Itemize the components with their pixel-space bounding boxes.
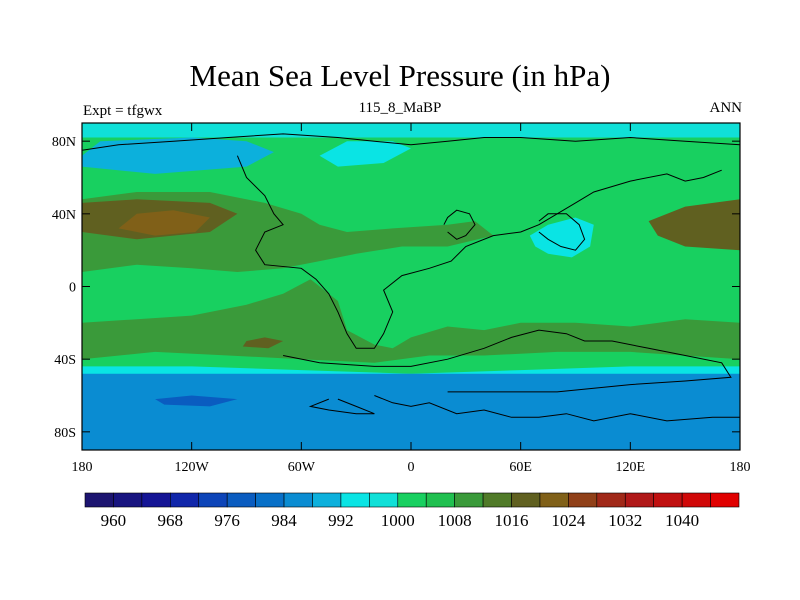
colorbar-swatch [283,492,313,508]
chart-title: Mean Sea Level Pressure (in hPa) [189,58,611,93]
colorbar-label: 1040 [665,511,699,530]
colorbar-swatch [624,492,654,508]
colorbar-swatch [369,492,399,508]
colorbar-swatch [596,492,626,508]
colorbar-swatch [141,492,171,508]
y-tick-label: 40N [52,208,76,223]
coast-antarctic [374,395,740,422]
y-tick-label: 40S [54,353,76,368]
colorbar-swatch [170,492,200,508]
x-tick-label: 180 [730,460,751,475]
x-tick-label: 180 [72,460,93,475]
x-tick-label: 0 [408,460,415,475]
region-north-pacific-low [82,137,274,174]
colorbar-swatch [113,492,143,508]
region-north-pacific-high-core [118,210,210,236]
region-east-pacific-high [648,199,740,251]
colorbar-label: 1032 [608,511,642,530]
x-tick-label: 60W [288,460,316,475]
colorbar-swatch [539,492,569,508]
region-deep-low-core [155,395,238,407]
coast-tethys [443,209,476,240]
colorbar-label: 1000 [381,511,415,530]
colorbar-label: 1008 [438,511,472,530]
colorbar-swatch [198,492,228,508]
colorbar-swatch [84,492,114,508]
colorbar-swatch [397,492,427,508]
axes: 180 120W 60W 0 60E 120E 180 80N 40N 0 40S 80S [52,123,751,475]
colorbar-label: 1016 [495,511,529,530]
region-north-atlantic-low [319,141,411,167]
period-label: 115_8_MaBP [358,100,442,116]
region-south-pacific-high-core [242,337,284,349]
colorbar-swatch [425,492,455,508]
pressure-field [82,123,740,450]
colorbar-swatch [511,492,541,508]
colorbar-label: 976 [214,511,240,530]
colorbar-swatch [340,492,370,508]
colorbar-swatch [482,492,512,508]
colorbar: 960 968 976 984 992 1000 1008 1016 1024 1032 1040 [84,492,740,530]
colorbar-swatch [568,492,598,508]
colorbar-label: 960 [101,511,127,530]
x-tick-label: 120W [175,460,210,475]
coast-eastern-bay [538,213,586,251]
season-label: ANN [709,100,743,116]
colorbar-swatch [653,492,683,508]
colorbar-label: 992 [328,511,354,530]
colorbar-swatch [710,492,740,508]
y-tick-label: 80S [54,426,76,441]
experiment-label: Expt = tfgwx [83,103,163,119]
coast-supercontinent-west [236,155,722,349]
coastlines [82,133,740,422]
colorbar-swatch [454,492,484,508]
colorbar-swatch [226,492,256,508]
colorbar-swatch [312,492,342,508]
colorbar-label: 984 [271,511,297,530]
region-antarctic-band [82,373,740,450]
colorbar-label: 968 [158,511,184,530]
y-tick-label: 0 [69,281,76,296]
coast-south [283,329,732,393]
coast-north [82,133,740,151]
x-tick-label: 120E [616,460,646,475]
colorbar-label: 1024 [551,511,586,530]
x-tick-label: 60E [509,460,532,475]
colorbar-swatch [255,492,285,508]
y-tick-label: 80N [52,135,76,150]
colorbar-swatch [681,492,711,508]
coast-antarctic-inlet [308,398,375,415]
